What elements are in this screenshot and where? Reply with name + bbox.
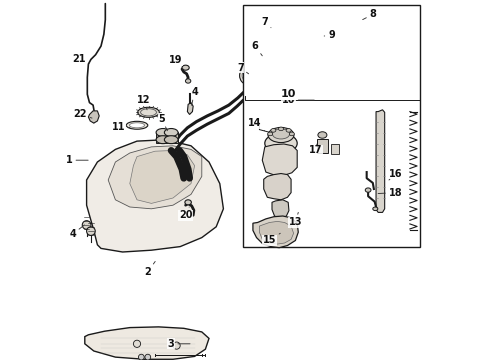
Ellipse shape xyxy=(268,127,294,143)
Text: 3: 3 xyxy=(168,339,190,349)
Ellipse shape xyxy=(278,127,284,131)
Text: 6: 6 xyxy=(252,41,262,56)
Polygon shape xyxy=(272,200,289,219)
Circle shape xyxy=(145,354,151,360)
Bar xyxy=(164,132,178,143)
Ellipse shape xyxy=(265,133,297,153)
Bar xyxy=(156,132,170,143)
Circle shape xyxy=(139,354,144,360)
Ellipse shape xyxy=(289,132,294,136)
Circle shape xyxy=(133,340,141,347)
Ellipse shape xyxy=(240,67,255,84)
Ellipse shape xyxy=(272,129,290,139)
Ellipse shape xyxy=(313,30,328,44)
Ellipse shape xyxy=(254,46,280,75)
Text: 16: 16 xyxy=(389,168,402,180)
Ellipse shape xyxy=(261,53,274,68)
Circle shape xyxy=(87,227,95,235)
Text: 1: 1 xyxy=(66,155,88,165)
Text: 9: 9 xyxy=(324,30,335,40)
Circle shape xyxy=(173,342,180,349)
Ellipse shape xyxy=(286,129,291,132)
Polygon shape xyxy=(130,150,195,203)
Circle shape xyxy=(82,221,91,229)
Text: 2: 2 xyxy=(145,261,155,277)
Text: 22: 22 xyxy=(74,109,92,120)
Text: 18: 18 xyxy=(378,188,402,198)
Polygon shape xyxy=(346,12,360,28)
Ellipse shape xyxy=(141,109,156,116)
Polygon shape xyxy=(264,174,291,200)
Text: 10: 10 xyxy=(281,95,314,105)
Ellipse shape xyxy=(242,70,252,81)
Ellipse shape xyxy=(129,123,145,128)
Text: 17: 17 xyxy=(308,144,322,156)
Ellipse shape xyxy=(156,136,170,144)
Text: 20: 20 xyxy=(179,207,193,220)
Text: 5: 5 xyxy=(158,114,168,131)
Text: 11: 11 xyxy=(112,122,130,132)
Polygon shape xyxy=(259,221,294,244)
Text: 4: 4 xyxy=(191,87,198,105)
Text: 4: 4 xyxy=(70,225,84,239)
Polygon shape xyxy=(108,146,202,209)
Ellipse shape xyxy=(268,132,273,136)
Ellipse shape xyxy=(126,121,148,129)
Bar xyxy=(317,139,328,153)
Polygon shape xyxy=(187,103,193,114)
Ellipse shape xyxy=(270,21,284,35)
Ellipse shape xyxy=(365,188,371,192)
Text: 8: 8 xyxy=(363,9,376,19)
Polygon shape xyxy=(88,111,99,123)
Polygon shape xyxy=(376,110,385,212)
Text: 21: 21 xyxy=(73,54,90,64)
Bar xyxy=(243,5,419,247)
Polygon shape xyxy=(254,67,262,82)
Ellipse shape xyxy=(185,79,191,83)
Ellipse shape xyxy=(271,129,276,132)
Ellipse shape xyxy=(258,50,277,71)
Ellipse shape xyxy=(164,129,178,136)
Text: 19: 19 xyxy=(169,55,183,69)
Ellipse shape xyxy=(316,32,325,41)
Ellipse shape xyxy=(185,200,192,205)
Ellipse shape xyxy=(273,23,282,33)
Ellipse shape xyxy=(373,207,378,211)
Text: 14: 14 xyxy=(248,118,265,131)
Text: 13: 13 xyxy=(289,212,302,228)
Text: 12: 12 xyxy=(137,95,150,110)
Polygon shape xyxy=(87,140,223,252)
Text: 15: 15 xyxy=(263,233,280,246)
Ellipse shape xyxy=(318,132,327,138)
Polygon shape xyxy=(253,216,298,248)
Text: 7: 7 xyxy=(262,17,271,28)
Text: 7: 7 xyxy=(237,63,248,74)
Ellipse shape xyxy=(182,65,189,70)
Ellipse shape xyxy=(156,129,170,136)
Ellipse shape xyxy=(164,136,178,144)
Bar xyxy=(331,144,339,154)
Text: 10: 10 xyxy=(280,89,296,99)
Ellipse shape xyxy=(138,107,159,117)
Polygon shape xyxy=(85,327,209,359)
Polygon shape xyxy=(262,144,297,176)
